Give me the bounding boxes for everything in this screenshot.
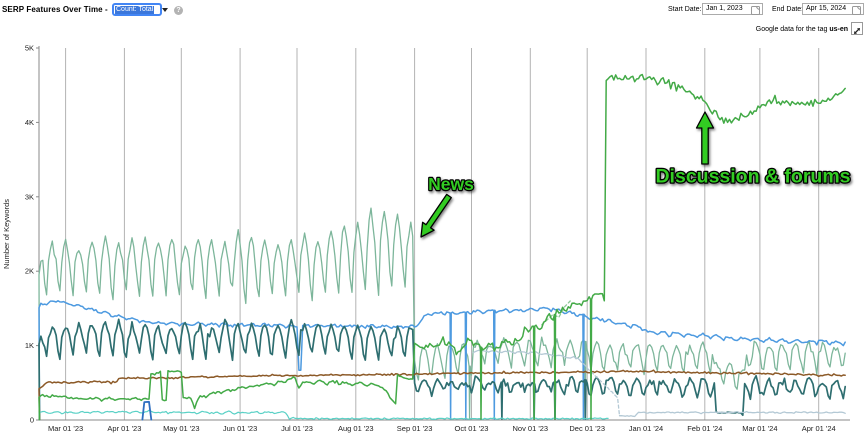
svg-text:3K: 3K — [25, 192, 34, 201]
svg-text:Dec 01 '23: Dec 01 '23 — [569, 424, 605, 433]
svg-text:4K: 4K — [25, 118, 34, 127]
svg-text:Aug 01 '23: Aug 01 '23 — [338, 424, 374, 433]
svg-text:Apr 01 '24: Apr 01 '24 — [802, 424, 836, 433]
svg-text:Nov 01 '23: Nov 01 '23 — [512, 424, 548, 433]
svg-text:Oct 01 '23: Oct 01 '23 — [455, 424, 489, 433]
svg-text:2K: 2K — [25, 267, 34, 276]
svg-text:0: 0 — [30, 416, 34, 425]
svg-text:Feb 01 '24: Feb 01 '24 — [687, 424, 722, 433]
svg-text:Sep 01 '23: Sep 01 '23 — [397, 424, 433, 433]
svg-text:1K: 1K — [25, 341, 34, 350]
svg-text:Jan 01 '24: Jan 01 '24 — [629, 424, 663, 433]
svg-text:Jun 01 '23: Jun 01 '23 — [223, 424, 257, 433]
svg-text:Number of Keywords: Number of Keywords — [2, 199, 11, 269]
svg-text:May 01 '23: May 01 '23 — [163, 424, 199, 433]
svg-text:Mar 01 '24: Mar 01 '24 — [742, 424, 777, 433]
svg-text:Mar 01 '23: Mar 01 '23 — [48, 424, 83, 433]
svg-text:5K: 5K — [25, 44, 34, 53]
svg-text:Apr 01 '23: Apr 01 '23 — [107, 424, 141, 433]
svg-text:News: News — [428, 174, 474, 194]
svg-text:Jul 01 '23: Jul 01 '23 — [281, 424, 313, 433]
svg-text:Discussion & forums: Discussion & forums — [655, 166, 850, 188]
